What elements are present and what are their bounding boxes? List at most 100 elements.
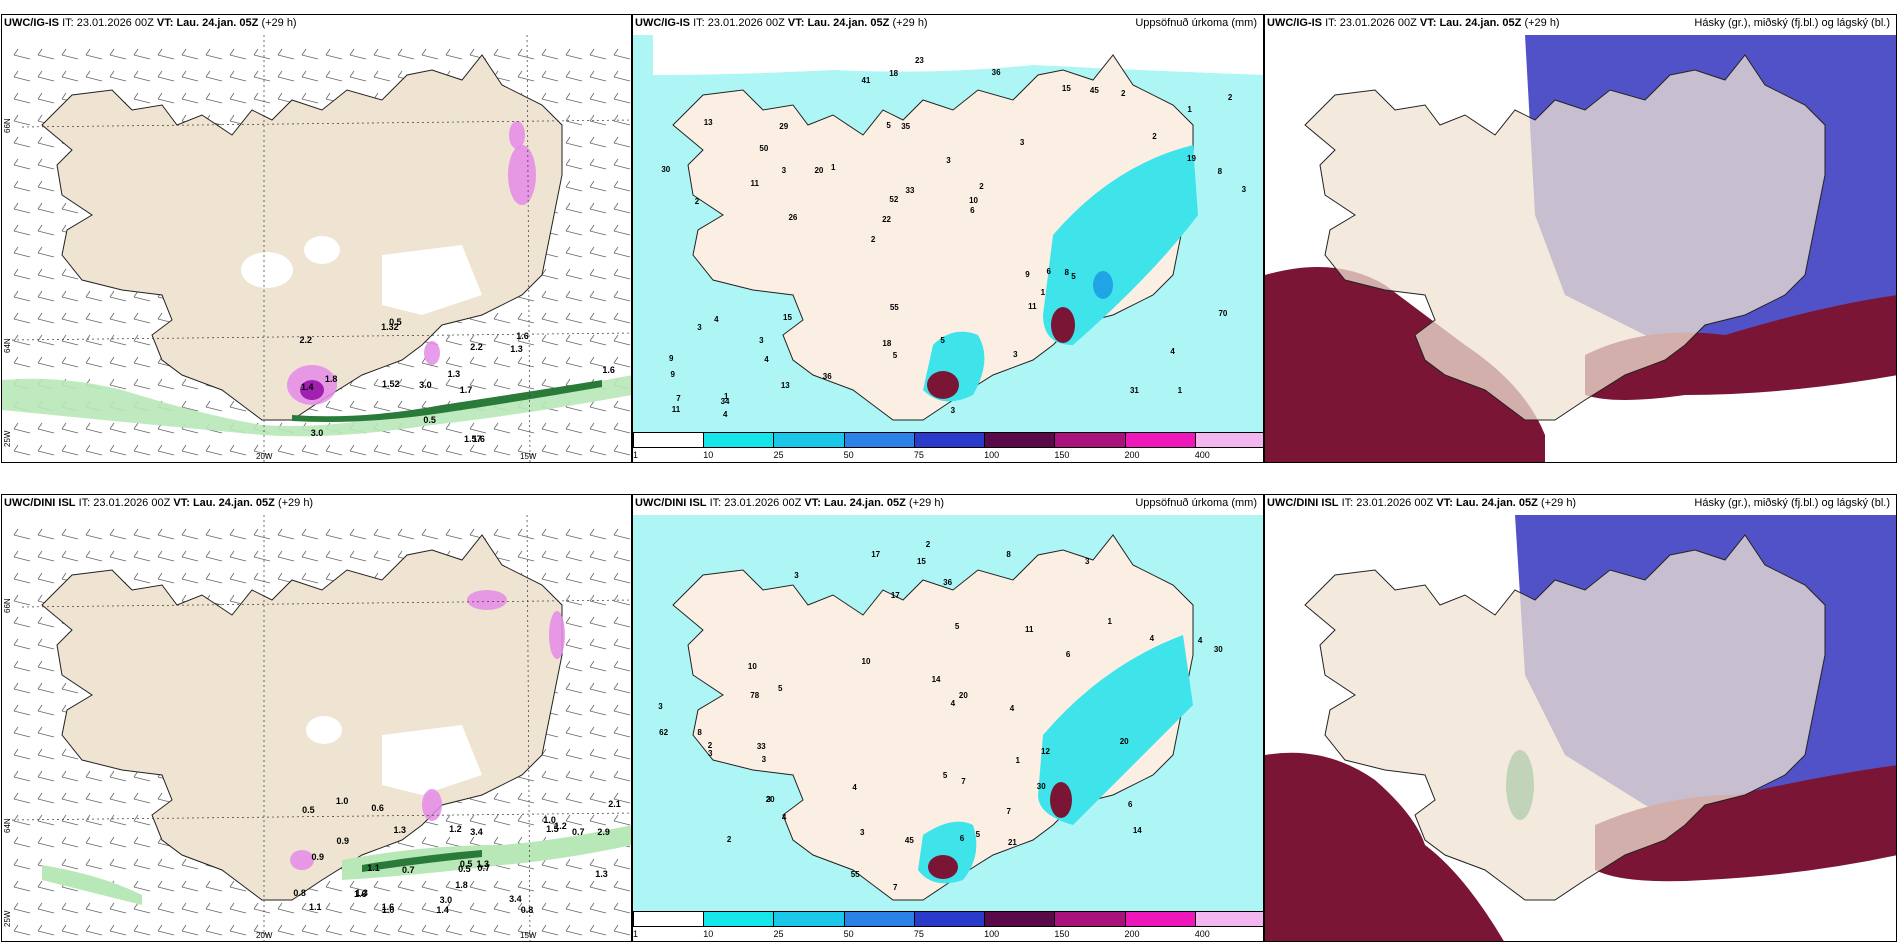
wind-barb xyxy=(85,550,103,562)
lead-time: (+29 h) xyxy=(1524,17,1560,29)
wind-barb xyxy=(445,356,463,368)
wind-barb xyxy=(493,356,511,368)
map-precipitation xyxy=(633,515,1263,925)
cloud-low-southwest xyxy=(1265,752,1504,941)
wind-barb xyxy=(445,528,463,540)
wind-barb xyxy=(157,858,175,870)
wind-barb xyxy=(373,70,391,82)
wind-barb xyxy=(301,572,319,584)
rain-area-southwest xyxy=(42,865,142,905)
precip-colorbar: 1 10 25 50 75 100 150 200 400 xyxy=(633,432,1263,462)
wind-barb xyxy=(613,550,631,562)
precip-value-label: 1 xyxy=(1040,288,1046,298)
precip-value-label: 18 xyxy=(889,69,899,79)
precip-value-label: 35 xyxy=(901,121,911,131)
wind-barb xyxy=(37,158,55,170)
panel-title: Uppsöfnuð úrkoma (mm) xyxy=(1135,17,1257,29)
colorbar-tick-label: 150 xyxy=(1054,929,1070,939)
wind-barb xyxy=(613,660,631,672)
wind-barb xyxy=(541,444,559,456)
wind-barb xyxy=(205,48,223,60)
wind-barb xyxy=(157,902,175,914)
wind-barb xyxy=(37,422,55,434)
wind-barb xyxy=(493,528,511,540)
precip-value-label: 14 xyxy=(931,675,941,685)
wind-barb xyxy=(13,792,31,804)
precip-value-label: 6 xyxy=(1065,650,1071,660)
precip-rate-label: 0.8 xyxy=(520,905,534,916)
lead-time: (+29 h) xyxy=(1540,497,1577,509)
wind-barb xyxy=(589,792,607,804)
colorbar-tick-label: 1 xyxy=(633,929,639,939)
precip-rate-label: 1.6 xyxy=(353,889,367,900)
wind-barb xyxy=(325,880,343,892)
precip-rate-label: 3.0 xyxy=(439,894,453,905)
wind-barb xyxy=(589,748,607,760)
colorbar-tick-label: 100 xyxy=(984,450,1000,460)
precip-rate-label: 1.7 xyxy=(459,384,473,395)
wind-barb xyxy=(229,444,247,456)
wind-barb xyxy=(565,114,583,126)
precip-value-label: 15 xyxy=(916,557,926,567)
wind-barb xyxy=(253,924,271,936)
wind-barb xyxy=(589,136,607,148)
lon-label-15w: 15W xyxy=(520,452,537,461)
wind-barb xyxy=(277,444,295,456)
precip-value-label: 33 xyxy=(756,741,766,751)
wind-barb xyxy=(565,682,583,694)
wind-barb xyxy=(133,444,151,456)
wind-barb xyxy=(181,444,199,456)
precip-value-label: 52 xyxy=(889,195,899,205)
wind-barb xyxy=(541,770,559,782)
wind-barb xyxy=(565,726,583,738)
precip-value-label: 3 xyxy=(761,755,767,765)
wind-barb xyxy=(37,660,55,672)
precip-value-label: 45 xyxy=(1089,86,1099,96)
wind-barb xyxy=(397,378,415,390)
wind-barb xyxy=(421,48,439,60)
wind-barb xyxy=(589,48,607,60)
colorbar-tick-label: 75 xyxy=(913,450,924,460)
panel-top-left: UWC/IG-IS IT: 23.01.2026 00Z VT: Lau. 24… xyxy=(1,14,632,463)
rain-band-heavy xyxy=(362,850,482,872)
wind-barb xyxy=(589,770,607,782)
wind-barb xyxy=(397,924,415,936)
wind-barb xyxy=(541,422,559,434)
wind-barb xyxy=(85,924,103,936)
wind-barb xyxy=(157,48,175,60)
wind-barb xyxy=(61,48,79,60)
colorbar-tick-label: 50 xyxy=(843,450,854,460)
colorbar-tick-label: 25 xyxy=(773,929,784,939)
wind-barb xyxy=(349,880,367,892)
wind-barb xyxy=(613,158,631,170)
wind-barb xyxy=(565,202,583,214)
vt-value: Lau. 24.jan. 05Z xyxy=(1455,497,1538,509)
panel-header: UWC/DINI ISL IT: 23.01.2026 00Z VT: Lau.… xyxy=(635,497,1257,513)
wind-barb xyxy=(613,704,631,716)
wind-barb xyxy=(37,224,55,236)
colorbar-swatch xyxy=(843,911,915,927)
wind-barb xyxy=(109,792,127,804)
precip-value-label: 31 xyxy=(1129,385,1139,395)
wind-barb xyxy=(37,92,55,104)
wind-barb xyxy=(157,550,175,562)
colorbar-swatch xyxy=(913,911,986,927)
model-name: UWC/DINI ISL xyxy=(4,497,76,509)
wind-barb xyxy=(613,770,631,782)
wind-barb xyxy=(13,114,31,126)
wind-barb xyxy=(13,528,31,540)
wind-barb xyxy=(301,92,319,104)
precip-value-label: 22 xyxy=(882,215,891,225)
colorbar-swatch xyxy=(633,911,705,927)
wind-barb xyxy=(613,224,631,236)
wind-barb xyxy=(301,70,319,82)
precip-value-label: 4 xyxy=(723,410,728,420)
vt-label: VT: xyxy=(1419,17,1437,29)
precip-value-label: 18 xyxy=(882,338,892,348)
wind-barb xyxy=(61,682,79,694)
panel-header: UWC/IG-IS IT: 23.01.2026 00Z VT: Lau. 24… xyxy=(635,17,1257,33)
wind-barb xyxy=(565,792,583,804)
wind-barb xyxy=(589,356,607,368)
lat-line-64n xyxy=(11,332,631,341)
wind-barb xyxy=(181,92,199,104)
